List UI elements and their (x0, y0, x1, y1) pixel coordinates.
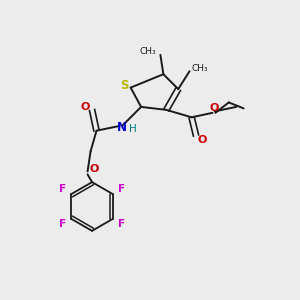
Text: O: O (197, 135, 207, 145)
Text: H: H (129, 124, 137, 134)
Text: O: O (89, 164, 99, 174)
Text: F: F (59, 184, 66, 194)
Text: O: O (81, 102, 90, 112)
Text: CH₃: CH₃ (192, 64, 208, 73)
Text: N: N (117, 121, 128, 134)
Text: CH₃: CH₃ (140, 47, 156, 56)
Text: S: S (120, 79, 128, 92)
Text: F: F (118, 184, 125, 194)
Text: F: F (118, 219, 125, 229)
Text: F: F (59, 219, 66, 229)
Text: O: O (209, 103, 219, 113)
